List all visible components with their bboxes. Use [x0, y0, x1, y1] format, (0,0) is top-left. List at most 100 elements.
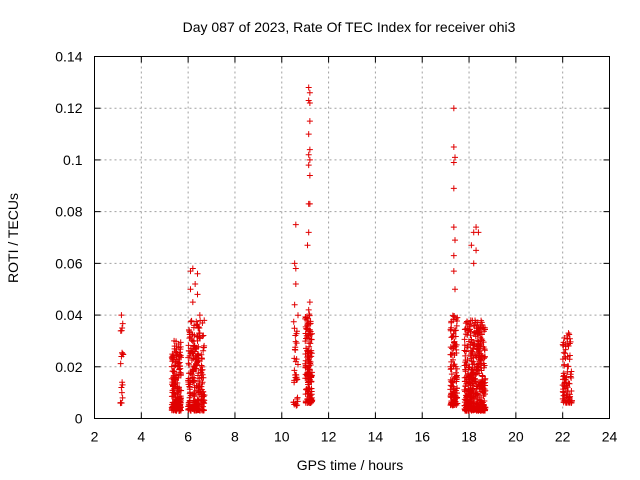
data-point	[302, 350, 309, 357]
data-point	[304, 354, 311, 361]
data-point	[307, 331, 314, 338]
data-point	[476, 348, 483, 355]
data-point	[467, 399, 474, 406]
data-point	[566, 331, 573, 338]
data-point	[448, 365, 455, 372]
data-point	[192, 387, 199, 394]
data-point	[563, 374, 570, 381]
data-point	[449, 312, 456, 319]
data-point	[449, 333, 456, 340]
data-point	[304, 322, 311, 329]
data-point	[453, 400, 460, 407]
data-point	[475, 229, 482, 236]
data-point	[452, 363, 459, 370]
x-tick-labels: 2 4 6 8 10 12 14 16 18 20 22 24	[91, 429, 618, 445]
data-point	[197, 335, 204, 342]
data-point	[474, 399, 481, 406]
data-point	[172, 362, 179, 369]
data-point	[304, 372, 311, 379]
data-point	[196, 312, 203, 319]
data-point	[118, 389, 125, 396]
data-point	[189, 299, 196, 306]
data-point	[168, 375, 175, 382]
data-point	[189, 265, 196, 272]
data-point	[195, 325, 202, 332]
data-point	[303, 332, 310, 339]
x-tick-label: 10	[274, 429, 290, 445]
data-point	[118, 384, 125, 391]
data-point	[200, 332, 207, 339]
y-tick-label: 0.04	[55, 307, 82, 323]
data-point	[468, 394, 475, 401]
data-point	[561, 391, 568, 398]
data-point	[475, 325, 482, 332]
data-point	[303, 335, 310, 342]
data-point	[186, 405, 193, 412]
data-point	[306, 172, 313, 179]
data-point	[178, 354, 185, 361]
data-point	[177, 343, 184, 350]
data-point	[474, 321, 481, 328]
data-point	[474, 337, 481, 344]
data-point	[187, 318, 194, 325]
data-point	[305, 381, 312, 388]
data-point	[292, 281, 299, 288]
data-point	[474, 403, 481, 410]
data-point	[465, 321, 472, 328]
data-point	[305, 131, 312, 138]
data-point	[479, 386, 486, 393]
data-point	[471, 361, 478, 368]
data-point	[479, 373, 486, 380]
data-point	[565, 363, 572, 370]
data-point	[474, 391, 481, 398]
y-tick-label: 0.1	[63, 152, 83, 168]
data-point	[185, 399, 192, 406]
data-point	[453, 374, 460, 381]
data-point	[302, 315, 309, 322]
data-point	[200, 392, 207, 399]
data-point	[200, 403, 207, 410]
data-point	[463, 374, 470, 381]
data-point	[302, 338, 309, 345]
data-point	[559, 382, 566, 389]
data-point	[291, 377, 298, 384]
data-point	[469, 389, 476, 396]
data-point	[194, 406, 201, 413]
data-point	[450, 185, 457, 192]
x-tick-label: 8	[231, 429, 239, 445]
data-point	[306, 146, 313, 153]
data-point	[308, 336, 315, 343]
data-point	[469, 348, 476, 355]
data-point	[304, 370, 311, 377]
data-point	[188, 317, 195, 324]
y-tick-label: 0.14	[55, 49, 82, 65]
data-point	[450, 159, 457, 166]
plot-frame	[94, 56, 610, 419]
data-point	[117, 360, 124, 367]
data-point	[305, 162, 312, 169]
data-point	[188, 356, 195, 363]
data-point	[197, 366, 204, 373]
data-point	[196, 375, 203, 382]
data-point	[449, 390, 456, 397]
data-point	[477, 340, 484, 347]
data-point	[306, 311, 313, 318]
data-point	[463, 362, 470, 369]
data-point	[119, 350, 126, 357]
data-point	[308, 347, 315, 354]
data-point	[471, 375, 478, 382]
data-point	[481, 353, 488, 360]
data-point	[468, 336, 475, 343]
chart-title: Day 087 of 2023, Rate Of TEC Index for r…	[183, 19, 516, 35]
data-point	[448, 319, 455, 326]
data-point	[176, 398, 183, 405]
data-point	[306, 200, 313, 207]
data-point	[191, 392, 198, 399]
data-point	[469, 369, 476, 376]
data-point	[305, 229, 312, 236]
data-point	[185, 348, 192, 355]
data-point	[294, 398, 301, 405]
data-point	[452, 327, 459, 334]
data-point	[193, 345, 200, 352]
data-point	[291, 346, 298, 353]
